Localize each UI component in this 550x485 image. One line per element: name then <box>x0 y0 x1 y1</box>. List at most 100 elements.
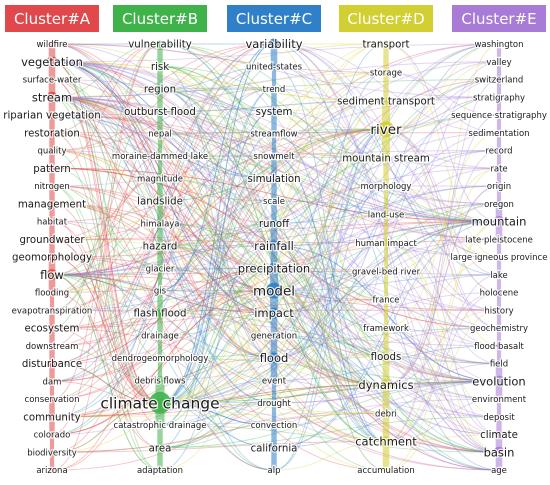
link-line <box>159 221 500 404</box>
keyword-label: habitat <box>37 218 68 228</box>
node-circle <box>382 352 390 361</box>
link-line <box>385 441 500 453</box>
link-line <box>159 327 500 359</box>
link-line <box>385 132 500 329</box>
keyword-label: climate change <box>100 394 219 412</box>
link-line <box>159 65 500 471</box>
link-line <box>51 238 387 244</box>
link-line <box>51 290 275 329</box>
keyword-label: holocene <box>480 289 519 299</box>
link-line <box>51 61 275 314</box>
link-line <box>273 312 387 443</box>
link-line <box>51 79 161 179</box>
keyword-label: scale <box>263 197 285 207</box>
link-line <box>385 398 500 443</box>
node-circle <box>383 410 389 416</box>
link-line <box>159 380 500 449</box>
node-circle <box>271 63 277 69</box>
link-line <box>159 43 275 292</box>
keyword-label: arizona <box>36 466 67 476</box>
link-line <box>51 43 275 240</box>
link-line <box>273 178 387 301</box>
node-circle <box>48 235 56 244</box>
keyword-label: transport <box>362 40 409 51</box>
node-circle <box>49 449 55 455</box>
link-line <box>51 312 161 400</box>
link-line <box>51 128 387 276</box>
link-line <box>51 274 275 314</box>
link-line <box>51 267 275 364</box>
link-line <box>273 128 387 292</box>
keyword-label: alp <box>268 466 281 476</box>
keyword-label: colorado <box>34 431 71 441</box>
link-line <box>273 128 387 135</box>
link-line <box>273 242 387 269</box>
node-circle <box>383 69 389 75</box>
keyword-label: sedimentation <box>468 129 529 139</box>
keyword-label: flooding <box>35 289 69 299</box>
link-line <box>51 290 275 311</box>
link-line <box>51 238 161 404</box>
link-line <box>273 155 387 443</box>
link-line <box>385 167 500 301</box>
keyword-label: convection <box>251 421 297 431</box>
link-line <box>51 61 275 179</box>
link-line <box>159 398 500 426</box>
link-line <box>51 270 387 276</box>
link-line <box>273 155 387 215</box>
keyword-label: rainfall <box>254 239 294 253</box>
link-line <box>273 185 387 381</box>
links-layer <box>48 40 503 474</box>
link-line <box>51 178 275 364</box>
link-line <box>159 65 275 90</box>
link-line <box>51 379 161 435</box>
link-line <box>385 363 500 386</box>
node-circle <box>157 288 163 294</box>
keyword-label: landslide <box>137 197 183 208</box>
link-line <box>385 242 500 418</box>
link-line <box>51 43 275 404</box>
link-line <box>273 245 387 471</box>
link-line <box>159 267 275 314</box>
link-line <box>51 402 161 453</box>
link-line <box>273 43 387 357</box>
link-line <box>51 185 387 386</box>
link-line <box>159 402 275 426</box>
link-line <box>273 133 387 386</box>
node-circle <box>496 290 502 295</box>
link-line <box>51 96 275 179</box>
link-line <box>51 363 161 404</box>
keyword-label: flood basalt <box>474 342 524 352</box>
keyword-label: mountain stream <box>342 153 430 164</box>
link-line <box>51 43 275 314</box>
node-circle <box>271 467 277 473</box>
link-line <box>51 128 387 347</box>
cluster-header-box <box>452 5 546 32</box>
node-circle <box>157 153 163 159</box>
keyword-label: outburst flood <box>124 107 196 118</box>
link-line <box>159 357 500 382</box>
link-line <box>51 312 275 418</box>
link-line <box>273 441 387 471</box>
node-circle <box>270 174 278 183</box>
link-line <box>273 128 387 449</box>
link-line <box>385 309 500 471</box>
link-line <box>385 292 500 443</box>
node-circle <box>157 265 163 271</box>
link-line <box>51 88 275 98</box>
node-circle <box>270 219 278 228</box>
link-line <box>273 185 387 471</box>
link-line <box>385 185 500 258</box>
cluster-header-label: Cluster#A <box>14 10 91 28</box>
link-line <box>51 167 161 269</box>
link-line <box>159 221 500 449</box>
link-line <box>51 274 161 449</box>
link-line <box>51 290 275 435</box>
node-circle <box>270 443 278 452</box>
link-line <box>51 96 161 471</box>
link-line <box>385 185 500 386</box>
link-line <box>51 245 161 276</box>
node-circle <box>48 199 56 208</box>
keyword-label: himalaya <box>140 219 179 229</box>
link-line <box>51 128 387 400</box>
